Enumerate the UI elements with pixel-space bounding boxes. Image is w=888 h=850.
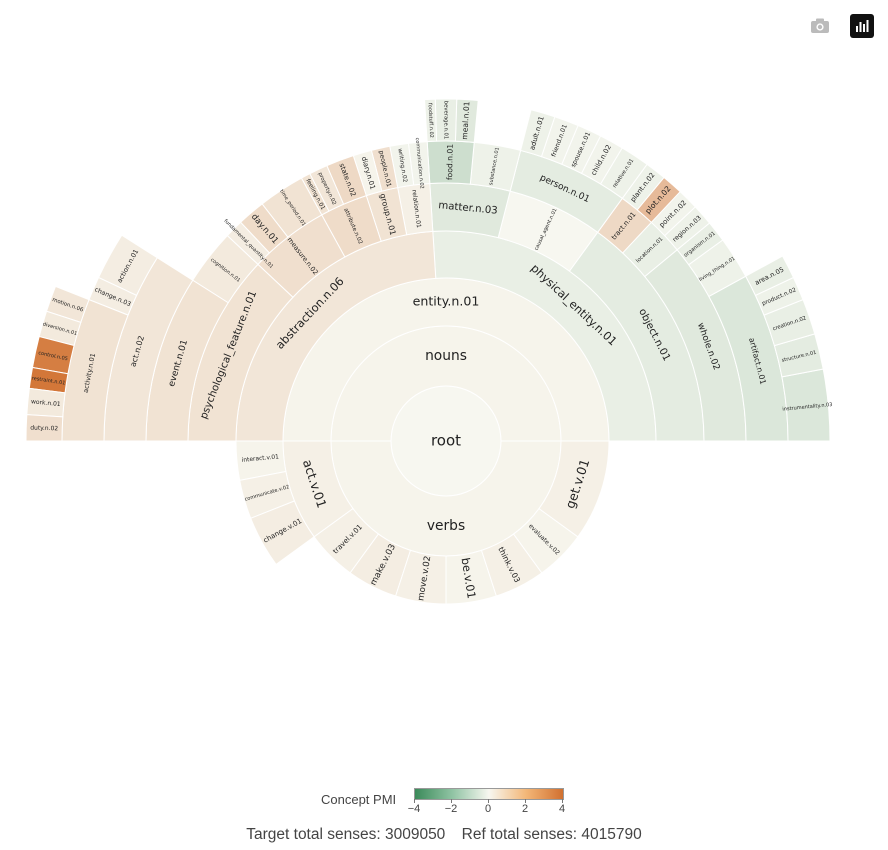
colorbar-tick-mark [525, 799, 526, 803]
camera-icon[interactable] [808, 14, 832, 38]
segment-root[interactable] [390, 385, 502, 497]
colorbar-tick-mark [562, 799, 563, 803]
colorbar-legend: Concept PMI −4 −2 0 2 4 [318, 786, 588, 826]
segment-change-v-01[interactable] [250, 500, 315, 566]
segment-get-v-01[interactable] [538, 440, 610, 538]
segment-foodstuff-n-02[interactable] [423, 98, 438, 143]
target-total-text: Target total senses: 3009050 [246, 826, 446, 843]
colorbar-title: Concept PMI [321, 792, 397, 807]
colorbar-tick-mark [451, 799, 452, 803]
plotly-logo-icon[interactable] [850, 14, 874, 38]
segment-area-n-05[interactable] [745, 255, 795, 297]
segment-food-n-01[interactable] [426, 140, 475, 185]
segment-work-n-01[interactable] [26, 387, 66, 418]
ref-total-text: Ref total senses: 4015790 [461, 826, 642, 843]
segment-matter-n-03[interactable] [429, 182, 511, 239]
segment-meal-n-01[interactable] [454, 98, 479, 143]
colorbar-tick-label: −4 [407, 803, 421, 815]
colorbar-tick-mark [488, 799, 489, 803]
segment-duty-n-02[interactable] [25, 414, 64, 442]
segment-instrumentality-n-03[interactable] [781, 368, 831, 442]
colorbar-gradient [414, 788, 564, 800]
segment-adult-n-01[interactable] [519, 109, 556, 158]
colorbar-tick-label: 2 [521, 803, 529, 815]
colorbar-tick-label: 4 [558, 803, 566, 815]
totals-footer: Target total senses: 3009050 Ref total s… [0, 826, 888, 844]
segment-beverage-n-01[interactable] [434, 98, 458, 142]
colorbar-tick-mark [414, 799, 415, 803]
colorbar-tick-label: 0 [484, 803, 492, 815]
colorbar-tick-label: −2 [444, 803, 458, 815]
plot-toolbar [808, 14, 874, 38]
